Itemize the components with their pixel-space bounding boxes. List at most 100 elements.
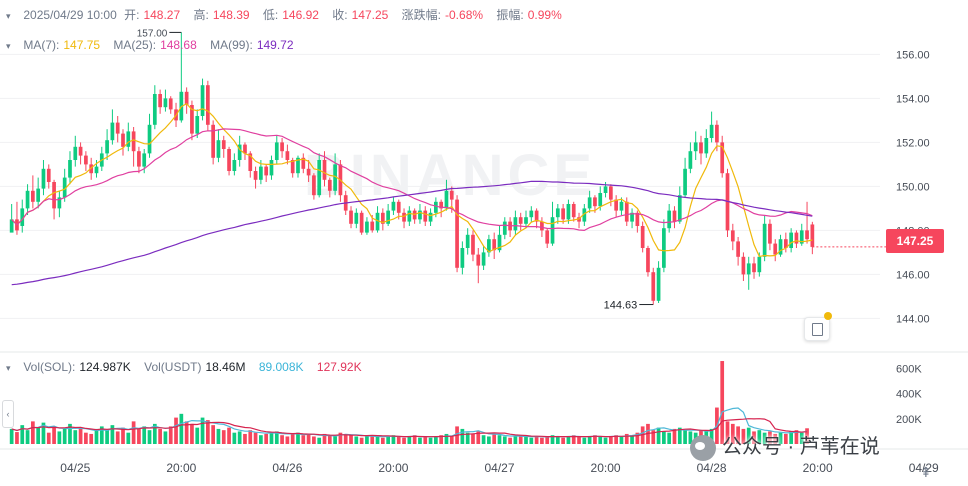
volume-bar	[359, 437, 364, 444]
ma-collapse-chevron-icon[interactable]: ▾	[6, 41, 11, 51]
candle-body	[126, 131, 131, 147]
candle-body	[465, 234, 470, 248]
candle-body	[322, 160, 327, 180]
candle-body	[741, 256, 746, 275]
candle-body	[783, 239, 788, 248]
volume-bar	[338, 432, 343, 444]
candle-body	[518, 217, 523, 224]
candle-body	[481, 252, 486, 266]
volume-bar	[15, 432, 19, 444]
volume-bar	[99, 426, 104, 444]
scroll-left-chevron-icon[interactable]: ‹	[2, 400, 14, 428]
volume-bar	[62, 428, 67, 444]
volume-bar	[84, 432, 88, 444]
candle-body	[640, 226, 645, 248]
price-axis[interactable]: 156.00154.00152.00150.00148.00146.00144.…	[896, 49, 930, 325]
candle-body	[487, 239, 491, 253]
volume-bar	[619, 436, 624, 444]
volume-bar	[603, 437, 608, 444]
candle-body	[232, 160, 237, 171]
candle-body	[534, 210, 539, 222]
volume-tick-label: 200K	[896, 414, 922, 426]
candle-body	[333, 164, 337, 191]
candle-body	[301, 157, 306, 169]
candle-body	[396, 201, 401, 213]
volume-bar	[635, 432, 640, 444]
candle-body	[656, 267, 661, 301]
candle-body	[646, 248, 650, 273]
volume-bar	[211, 425, 216, 444]
time-tick-label: 04/26	[272, 461, 302, 475]
time-axis[interactable]: 04/25 20:00 04/26 20:00 04/27 20:00 04/28 20:00…	[60, 461, 968, 475]
vol-collapse-chevron-icon[interactable]: ▾	[6, 363, 11, 373]
candle-body	[688, 151, 693, 169]
volume-bar	[9, 428, 14, 444]
open-value: 148.27	[143, 8, 181, 22]
candle-body	[25, 190, 30, 209]
volume-bar	[550, 435, 555, 444]
volume-bar	[322, 433, 327, 444]
candle-body	[662, 228, 666, 268]
candle-body	[243, 144, 247, 154]
wechat-logo-icon	[690, 434, 716, 461]
volume-bar	[683, 430, 687, 444]
candle-body	[561, 208, 565, 220]
volume-bar	[41, 422, 46, 444]
volume-bar	[651, 430, 656, 444]
volume-bar	[36, 427, 41, 444]
volume-bar	[529, 437, 534, 444]
candle-body	[200, 85, 205, 116]
ma-lines	[11, 102, 813, 286]
candle-body	[418, 210, 422, 220]
candle-body	[651, 272, 656, 301]
collapse-chevron-icon[interactable]: ▾	[6, 11, 11, 21]
axis-settings-icon[interactable]: ⇞	[920, 464, 932, 480]
candle-body	[423, 210, 428, 222]
candle-body	[296, 157, 300, 174]
volume-bar	[57, 431, 62, 444]
volume-bar	[46, 432, 51, 444]
volume-ma5-line	[11, 407, 808, 438]
volume-bar	[174, 417, 178, 444]
candle-body	[221, 140, 226, 149]
low-value: 146.92	[282, 8, 319, 22]
ma99-label: MA(99):	[210, 38, 253, 52]
volume-bar	[444, 433, 449, 444]
notes-icon[interactable]	[804, 317, 830, 341]
candle-body	[736, 241, 740, 257]
candle-body	[603, 186, 608, 193]
candle-body	[370, 221, 375, 231]
amplitude-value: 0.99%	[527, 8, 562, 22]
volume-bar	[301, 435, 306, 444]
volume-bar	[465, 432, 470, 444]
candle-body	[306, 168, 311, 176]
candle-body	[593, 197, 597, 207]
volume-bar	[736, 426, 740, 444]
candle-body	[683, 168, 687, 196]
time-tick-label: 20:00	[803, 461, 833, 475]
vol-sol-value: 124.987K	[79, 360, 131, 374]
volume-tick-label: 400K	[896, 389, 922, 401]
volume-ma-lines	[11, 407, 808, 438]
candle-body	[115, 122, 120, 134]
volume-bar	[216, 428, 221, 444]
volume-bar	[110, 425, 115, 444]
volume-bar	[672, 428, 677, 444]
volume-bar	[566, 436, 571, 444]
candle-body	[57, 197, 62, 209]
high-label: 高:	[193, 8, 209, 22]
vol-ma1-value: 89.008K	[258, 360, 304, 374]
time-tick-label: 04/28	[697, 461, 727, 475]
volume-bar	[343, 433, 348, 444]
candle-body	[502, 221, 507, 235]
candle-body	[434, 201, 438, 213]
volume-bar	[25, 430, 30, 444]
time-tick-label: 20:00	[166, 461, 196, 475]
candle-body	[476, 254, 481, 266]
volume-bar	[190, 423, 194, 444]
volume-bar	[147, 430, 152, 444]
volume-bar	[614, 435, 619, 444]
candle-body	[550, 217, 555, 244]
volume-bar	[418, 437, 422, 444]
